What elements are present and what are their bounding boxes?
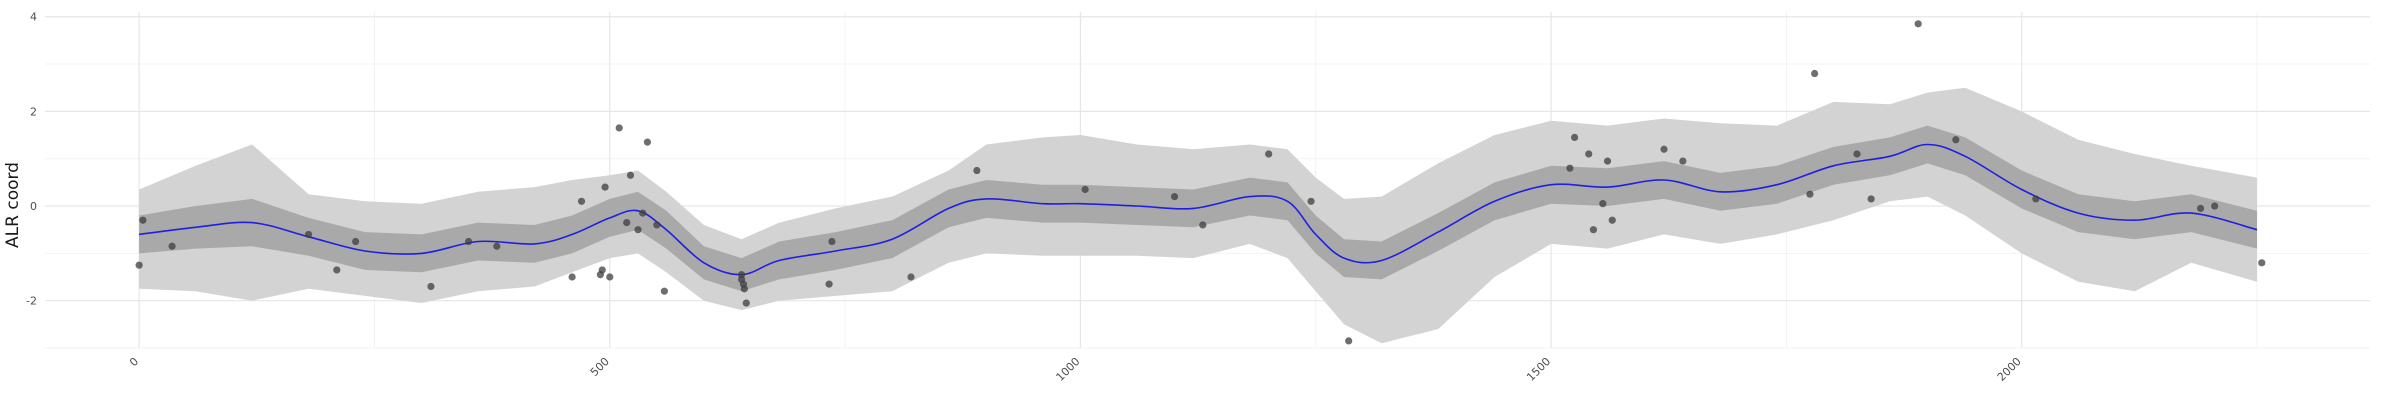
- data-point: [139, 216, 147, 224]
- data-point: [828, 237, 836, 246]
- y-tick-label: 4: [30, 11, 37, 24]
- data-point: [1585, 150, 1593, 158]
- data-point: [493, 242, 501, 250]
- data-point: [135, 261, 143, 269]
- data-point: [1599, 200, 1607, 208]
- data-point: [427, 282, 435, 291]
- data-point: [623, 218, 631, 227]
- data-point: [1571, 133, 1579, 142]
- data-point: [577, 197, 586, 205]
- data-point: [1170, 192, 1179, 201]
- y-axis-title: ALR coord: [3, 162, 23, 248]
- data-point: [660, 287, 668, 295]
- smooth-fit-line: [138, 143, 2258, 276]
- data-points: [135, 20, 2266, 345]
- data-point: [2196, 204, 2205, 212]
- data-point: [634, 226, 642, 234]
- data-point: [1199, 221, 1207, 229]
- y-tick-label: 0: [30, 200, 37, 213]
- data-point: [1566, 164, 1574, 172]
- y-axis-tick-labels: -2 0 2 4: [26, 11, 37, 308]
- data-point: [304, 230, 313, 239]
- data-point: [606, 273, 614, 281]
- data-point: [740, 285, 748, 293]
- data-point: [2258, 259, 2266, 267]
- data-point: [1608, 216, 1616, 224]
- data-point: [333, 266, 341, 274]
- smooth-fit-line-group: [138, 143, 2258, 276]
- data-point: [1867, 195, 1875, 203]
- data-point: [1806, 190, 1814, 198]
- data-point: [626, 171, 635, 179]
- data-point: [1853, 150, 1861, 158]
- data-point: [464, 237, 473, 246]
- data-point: [568, 273, 576, 281]
- y-tick-label: -2: [26, 295, 37, 308]
- data-point: [1679, 157, 1687, 165]
- data-point: [1589, 226, 1598, 234]
- data-point: [1345, 337, 1353, 345]
- data-point: [168, 242, 176, 250]
- data-point: [598, 266, 606, 274]
- data-point: [653, 221, 661, 229]
- data-point: [907, 273, 915, 281]
- data-point: [352, 237, 360, 246]
- data-point: [2211, 202, 2219, 210]
- data-point: [601, 183, 609, 191]
- data-point: [639, 209, 647, 217]
- data-point: [1811, 69, 1819, 78]
- data-point: [825, 280, 833, 288]
- data-point: [2032, 195, 2040, 203]
- y-tick-label: 2: [30, 105, 37, 118]
- data-point: [973, 166, 981, 175]
- data-point: [615, 124, 623, 132]
- data-point: [1952, 136, 1960, 144]
- data-point: [1603, 157, 1612, 165]
- data-point: [1265, 150, 1273, 158]
- data-point: [1307, 197, 1315, 205]
- data-point: [1660, 145, 1668, 153]
- data-point: [1914, 20, 1922, 28]
- data-point: [742, 299, 750, 307]
- data-point: [643, 138, 652, 146]
- data-point: [1081, 185, 1089, 194]
